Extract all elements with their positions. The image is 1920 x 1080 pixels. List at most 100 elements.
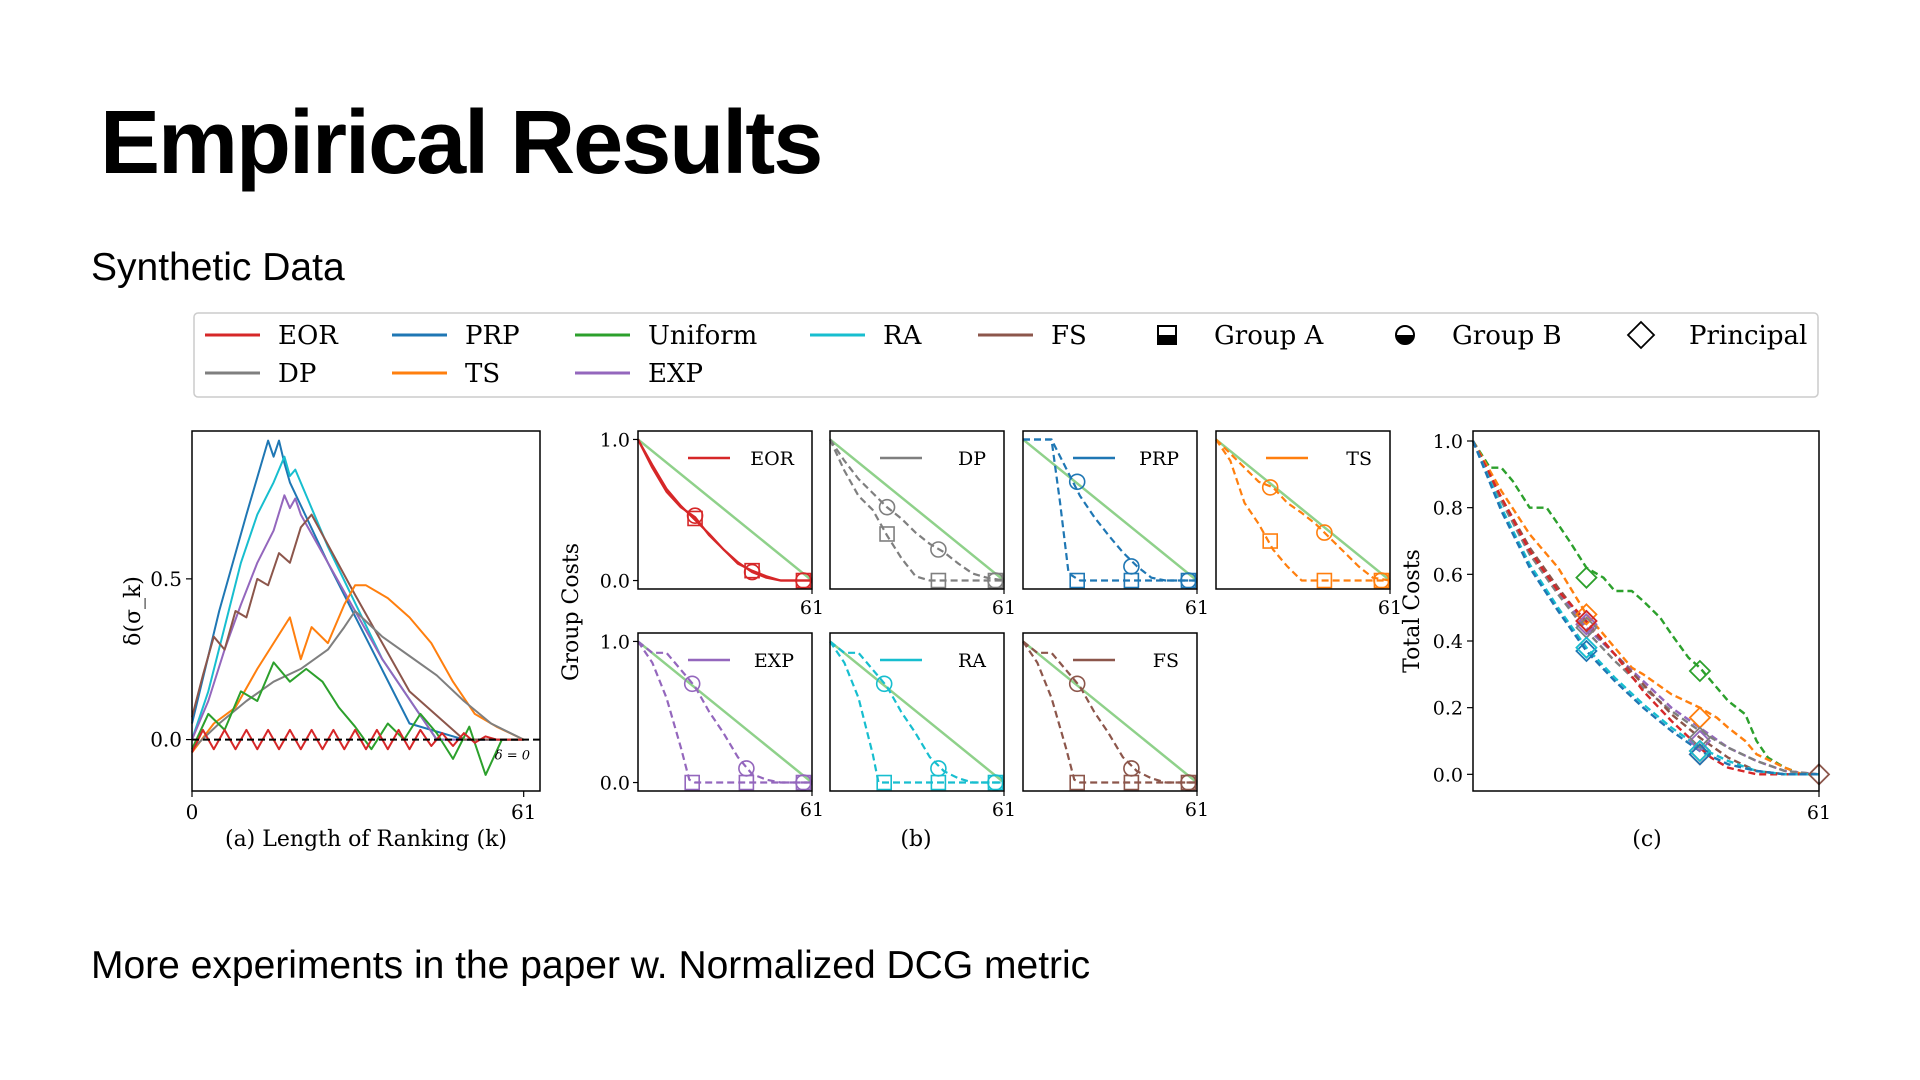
y-tick-label-1: 1.0	[600, 429, 630, 451]
uniform-diagonal	[637, 640, 813, 784]
panel-ts: TS 61	[1215, 430, 1402, 619]
series-eor	[191, 728, 524, 753]
x-tick-label-1: 61	[511, 800, 536, 824]
axes-frame	[1472, 430, 1820, 792]
uniform-diagonal	[1022, 438, 1198, 582]
series-prp	[1471, 440, 1819, 776]
uniform-diagonal	[829, 640, 1005, 784]
series-exp	[1471, 440, 1820, 776]
group-b-marker	[1316, 524, 1333, 541]
uniform-diagonal	[1022, 640, 1198, 784]
uniform-diagonal	[637, 438, 813, 582]
group-a-marker	[1262, 533, 1278, 549]
group-b-marker	[683, 675, 701, 693]
axes-frame	[191, 430, 541, 792]
panel-frame	[829, 430, 1005, 590]
group-b-marker	[930, 760, 947, 777]
group-b-line	[637, 439, 812, 582]
panel-frame	[1022, 632, 1198, 792]
group-b-marker	[875, 675, 893, 693]
chart-a: δ = 0 0 61 0.0 0.5 (a) Length of Ranking (k) δ…	[121, 430, 541, 852]
panel-frame	[1215, 430, 1391, 590]
slide-title: Empirical Results	[100, 93, 823, 193]
diamond-icon	[1626, 320, 1656, 350]
panel-ra: RA 61	[829, 632, 1016, 821]
group-a-line	[829, 640, 1004, 784]
legend-frame	[193, 312, 1819, 398]
group-a-marker	[1069, 774, 1085, 791]
group-a-marker	[879, 526, 895, 542]
circle-fill	[1396, 335, 1414, 344]
panel-dp: DP 61	[829, 430, 1016, 619]
group-b-marker	[1068, 473, 1086, 491]
group-b-marker	[743, 563, 761, 581]
panel-prp: PRP 61	[1022, 430, 1209, 619]
panel-legend-label: EXP	[754, 650, 794, 672]
principal-marker	[1575, 639, 1598, 663]
y-tick-label-1: 1.0	[600, 631, 630, 653]
series-dp	[1471, 440, 1820, 776]
series-eor	[1471, 440, 1819, 776]
panel-legend-label: DP	[958, 448, 986, 470]
legend-label-principal: Principal	[1689, 321, 1807, 351]
x-tick-label: 61	[800, 799, 824, 821]
group-a-marker	[1316, 572, 1333, 589]
legend: EOR PRP Uniform RA FS DP TS EXP Group A Group B Pr…	[193, 312, 1819, 398]
square-half-filled-icon	[1157, 325, 1177, 345]
panel-frame	[1022, 430, 1198, 590]
group-b-marker	[686, 507, 704, 524]
legend-label-ts: TS	[465, 359, 500, 389]
panel-eor: EOR 61 0.0 1.0	[600, 429, 824, 619]
panel-legend-label: FS	[1153, 650, 1179, 672]
group-a-marker	[876, 774, 892, 791]
principal-marker	[1688, 729, 1712, 753]
y-tick-label-0: 0.0	[600, 773, 630, 795]
panel-exp: EXP 61 0.0 1.0	[600, 631, 824, 821]
legend-label-eor: EOR	[278, 321, 339, 351]
group-b-marker	[987, 774, 1004, 791]
series-uniform	[191, 661, 524, 776]
y-tick-label-4: 0.8	[1433, 498, 1463, 520]
series-prp	[191, 439, 524, 741]
x-tick-label: 61	[1807, 802, 1831, 824]
uniform-diagonal	[1215, 438, 1391, 582]
x-tick-label: 61	[992, 799, 1016, 821]
group-b-marker	[1180, 572, 1197, 589]
caption-a: (a) Length of Ranking (k)	[225, 827, 507, 852]
y-tick-label-2: 0.4	[1433, 631, 1463, 653]
series-ts	[1471, 440, 1819, 776]
group-a-marker	[684, 774, 700, 791]
series-ts	[191, 584, 525, 754]
group-b-line	[1215, 438, 1391, 582]
x-tick-label: 61	[1378, 597, 1402, 619]
principal-marker	[1575, 603, 1598, 626]
panel-frame	[637, 430, 813, 590]
x-tick-label: 61	[800, 597, 824, 619]
panel-legend-label: PRP	[1139, 448, 1179, 470]
principal-marker	[1575, 613, 1598, 636]
x-tick-label: 61	[1185, 597, 1209, 619]
series-dp	[191, 610, 525, 750]
principal-marker	[1575, 566, 1598, 589]
legend-label-ra: RA	[883, 321, 923, 351]
y-axis-label: δ(σ_k)	[121, 576, 146, 646]
square-fill	[1158, 335, 1176, 344]
group-b-marker	[795, 774, 812, 791]
caption-c: (c)	[1632, 827, 1662, 852]
x-tick-label: 61	[1185, 799, 1209, 821]
group-a-marker	[1069, 572, 1085, 589]
group-a-line	[637, 640, 812, 784]
y-tick-label-5: 1.0	[1433, 431, 1463, 453]
series-uniform	[1471, 440, 1819, 776]
panel-frame	[829, 632, 1005, 792]
principal-marker	[1575, 636, 1598, 659]
principal-marker	[1688, 743, 1712, 766]
group-b-marker	[987, 572, 1004, 589]
reference-line-label: δ = 0	[495, 749, 530, 764]
legend-label-group-b: Group B	[1452, 321, 1562, 351]
group-b-line	[829, 640, 1004, 784]
panel-legend-label: TS	[1346, 448, 1372, 470]
group-b-marker	[1373, 572, 1390, 589]
principal-marker	[1688, 739, 1712, 763]
